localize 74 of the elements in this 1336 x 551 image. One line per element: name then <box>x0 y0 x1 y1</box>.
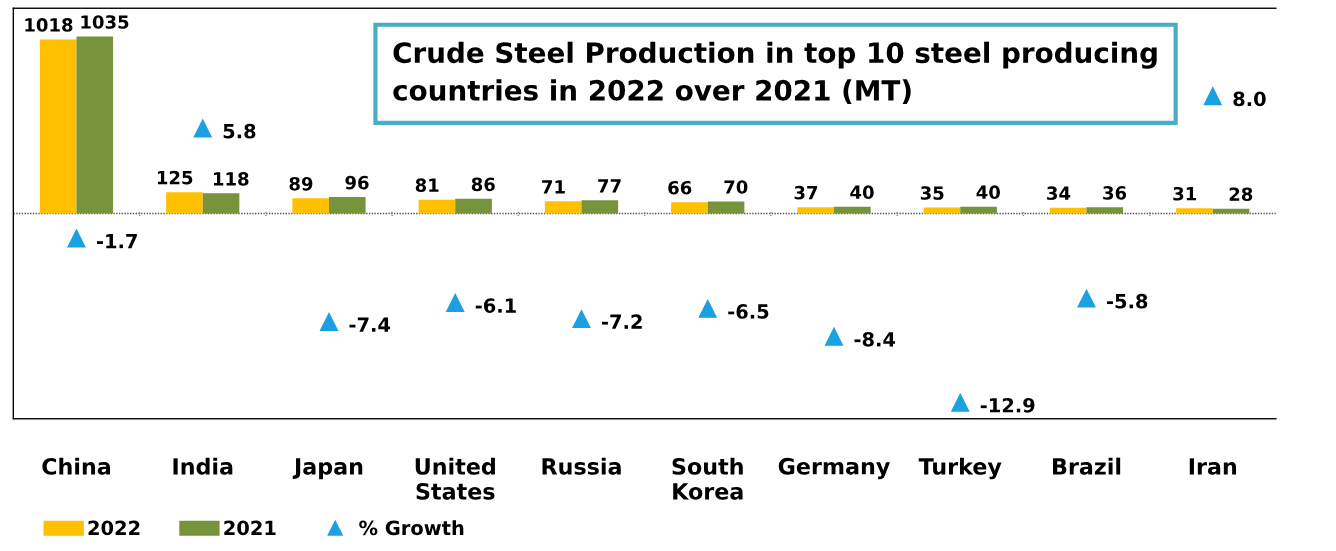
bar <box>39 39 77 214</box>
data-label: 71 <box>542 180 565 194</box>
data-label: 66 <box>668 180 692 195</box>
bar <box>544 201 582 214</box>
bar <box>581 200 619 214</box>
point <box>193 119 212 138</box>
x-tick-label: Germany <box>778 457 890 480</box>
data-label: 36 <box>1103 186 1127 200</box>
data-label: 37 <box>794 185 818 200</box>
x-tick-label: United States <box>415 457 495 500</box>
point <box>1077 289 1096 308</box>
bar <box>328 197 366 214</box>
data-label: -7.4 <box>349 317 391 332</box>
data-label: -6.1 <box>475 298 516 313</box>
bar <box>797 207 834 214</box>
data-label: 1035 <box>81 15 129 29</box>
point <box>572 310 591 329</box>
bar <box>418 199 456 214</box>
point <box>446 293 465 312</box>
data-label: -8.4 <box>854 331 896 347</box>
bar <box>707 201 745 214</box>
bar <box>455 198 492 214</box>
data-label: 125 <box>157 170 193 185</box>
data-label: 31 <box>1173 186 1197 201</box>
data-label: 89 <box>289 176 313 191</box>
x-tick-label: Japan <box>292 458 363 480</box>
bar <box>1049 207 1087 214</box>
data-label: 70 <box>724 180 748 194</box>
data-label: 35 <box>920 186 944 200</box>
point <box>67 229 86 248</box>
bar <box>671 202 708 214</box>
data-label: 34 <box>1047 186 1071 201</box>
point <box>1203 87 1222 106</box>
x-tick-label: China <box>42 457 111 475</box>
x-tick-label: South Korea <box>672 457 743 500</box>
bar <box>923 207 961 214</box>
data-label: -6.5 <box>728 304 769 319</box>
bar <box>292 198 329 214</box>
bar <box>1086 207 1124 214</box>
data-label: -5.8 <box>1107 293 1148 309</box>
bar <box>76 36 114 214</box>
point <box>319 312 339 332</box>
data-label: 77 <box>598 179 621 193</box>
bar <box>834 206 871 214</box>
point <box>698 299 717 318</box>
bar <box>1212 208 1250 214</box>
legend-label: % Growth <box>359 520 464 536</box>
bar <box>1176 208 1213 214</box>
x-tick-label: Russia <box>542 457 621 475</box>
point <box>824 327 844 346</box>
data-label: 118 <box>213 172 249 186</box>
data-label: 40 <box>976 185 1000 200</box>
data-label: 86 <box>471 177 495 192</box>
x-tick-label: Iran <box>1189 458 1237 475</box>
legend-label: 2022 <box>88 520 140 536</box>
data-label: 5.8 <box>223 123 256 139</box>
point <box>951 393 970 412</box>
legend-label: 2021 <box>224 520 276 536</box>
bar <box>960 206 997 214</box>
data-label: 28 <box>1229 187 1253 202</box>
data-label: -12.9 <box>980 397 1035 413</box>
bar <box>166 192 203 214</box>
data-label: -7.2 <box>601 314 642 329</box>
data-label: 81 <box>415 178 439 192</box>
data-label: 1018 <box>25 18 73 32</box>
data-label: 96 <box>345 175 369 190</box>
data-label: 40 <box>850 185 874 200</box>
data-label: 8.0 <box>1233 91 1266 107</box>
data-label: -1.7 <box>96 233 137 249</box>
x-tick-label: India <box>173 457 233 475</box>
text: Crude Steel Production in top 10 steel producing countries in 2022 over 2021 (MT) <box>393 41 1157 105</box>
x-tick-label: Turkey <box>918 457 1002 480</box>
bar <box>202 193 240 214</box>
x-tick-label: Brazil <box>1053 457 1121 475</box>
